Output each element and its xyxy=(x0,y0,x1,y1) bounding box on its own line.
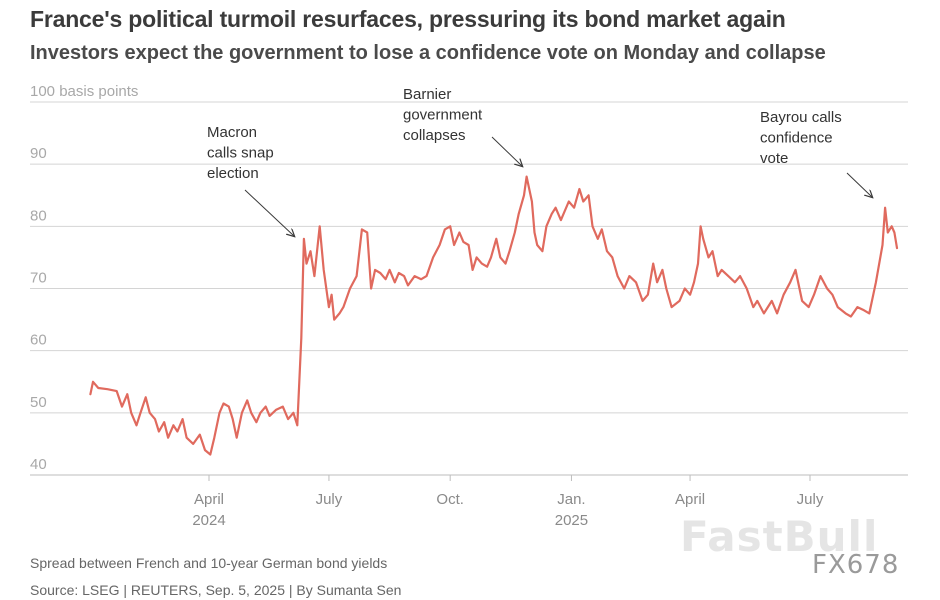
chart-title: France's political turmoil resurfaces, p… xyxy=(30,6,786,32)
x-tick-label: Oct. xyxy=(436,491,464,508)
line-chart: 40 50 60 70 80 90 100 basis points April 2024 Jul… xyxy=(30,83,908,529)
annotation-label: Barnier xyxy=(403,86,451,103)
chart-source: Source: LSEG | REUTERS, Sep. 5, 2025 | B… xyxy=(30,582,402,598)
watermark-brand: FastBull xyxy=(680,512,879,561)
x-tick-label: April xyxy=(675,491,705,508)
x-tick-label: April xyxy=(194,491,224,508)
watermark-code: FX678 xyxy=(812,550,900,580)
y-tick-label: 40 xyxy=(30,456,47,473)
x-tick-label: July xyxy=(797,491,824,508)
x-tick-year-label: 2024 xyxy=(192,512,225,529)
y-tick-label: 100 basis points xyxy=(30,83,138,100)
annotation-arrow xyxy=(244,189,294,236)
annotation-label: collapses xyxy=(403,127,466,144)
annotation-label: Bayrou calls xyxy=(760,109,842,126)
x-tick-label: Jan. xyxy=(557,491,585,508)
x-tick-year-label: 2025 xyxy=(555,512,588,529)
y-tick-label: 80 xyxy=(30,207,47,224)
annotation-label: confidence xyxy=(760,130,833,147)
annotation-label: government xyxy=(403,107,483,124)
y-tick-label: 90 xyxy=(30,145,47,162)
y-tick-label: 60 xyxy=(30,332,47,349)
chart-subtitle: Investors expect the government to lose … xyxy=(30,42,826,64)
annotation-label: election xyxy=(207,165,259,182)
annotation-label: vote xyxy=(760,150,788,167)
annotation-label: Macron xyxy=(207,124,257,141)
y-tick-label: 50 xyxy=(30,394,47,411)
annotation-arrow xyxy=(846,172,872,197)
x-tick-label: July xyxy=(316,491,343,508)
chart-footnote: Spread between French and 10-year German… xyxy=(30,555,388,571)
annotation-arrow xyxy=(491,136,522,166)
annotation-label: calls snap xyxy=(207,145,274,162)
series-line xyxy=(89,175,899,456)
y-tick-label: 70 xyxy=(30,270,47,287)
